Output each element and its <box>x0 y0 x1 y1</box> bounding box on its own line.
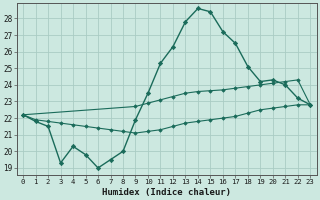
X-axis label: Humidex (Indice chaleur): Humidex (Indice chaleur) <box>102 188 231 197</box>
